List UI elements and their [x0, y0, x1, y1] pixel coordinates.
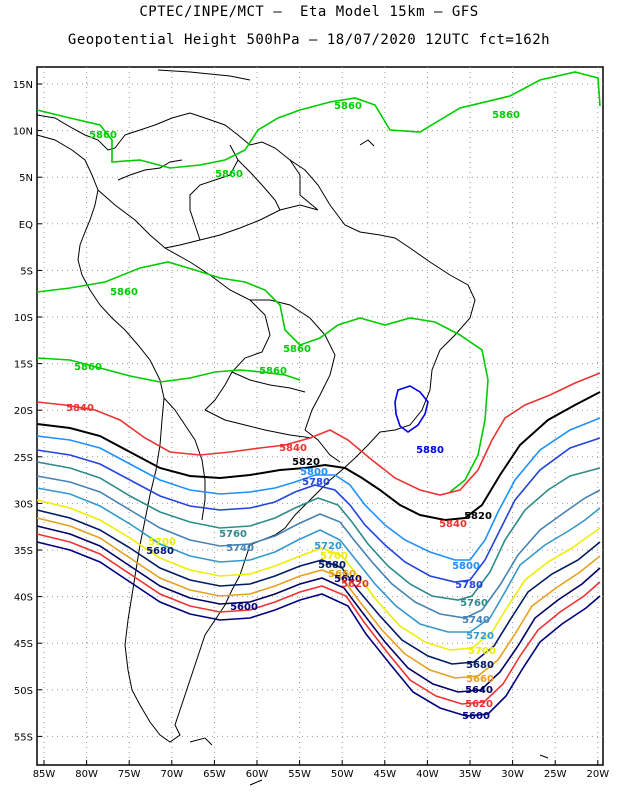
- lat-tick-label: 50S: [14, 686, 33, 697]
- islands: [157, 69, 549, 786]
- contour-label: 5780: [302, 477, 330, 488]
- contour-label: 5620: [341, 579, 369, 590]
- lon-tick-label: 50W: [331, 769, 354, 780]
- contour-label: 5640: [334, 574, 362, 585]
- lat-tick-label: 15N: [13, 80, 33, 91]
- contour-label: 5860: [215, 169, 243, 180]
- contour-line-5860: [36, 71, 601, 169]
- contour-label: 5860: [89, 130, 117, 141]
- contour-label: 5740: [462, 615, 490, 626]
- lat-tick-label: EQ: [19, 220, 33, 231]
- contour-label: 5620: [465, 699, 493, 710]
- contour-label: 5740: [226, 543, 254, 554]
- lon-tick-label: 45W: [373, 769, 396, 780]
- contour-line-5800: [36, 417, 601, 561]
- lat-tick-label: 15S: [14, 360, 33, 371]
- contour-label: 5720: [466, 631, 494, 642]
- contour-line-5640: [36, 525, 601, 693]
- lon-tick-label: 35W: [459, 769, 482, 780]
- contour-label: 5860: [334, 101, 362, 112]
- contour-label: 5800: [300, 467, 328, 478]
- contour-label: 5880: [416, 445, 444, 456]
- lat-tick-label: 55S: [14, 732, 33, 743]
- country-borders: [97, 144, 341, 521]
- contour-label: 5860: [283, 344, 311, 355]
- lat-tick-label: 10N: [13, 127, 33, 138]
- contour-label: 5820: [292, 457, 320, 468]
- contour-label: 5760: [219, 529, 247, 540]
- contour-label: 5840: [439, 519, 467, 530]
- lon-tick-label: 70W: [160, 769, 183, 780]
- contour-labels: 5860 5860 5860 5860 5860 5860 5860 5860 5880 5840…: [66, 101, 520, 722]
- contour-label: 5700: [468, 646, 496, 657]
- contour-label: 5860: [259, 366, 287, 377]
- contour-line-5860: [36, 261, 489, 493]
- contour-label: 5800: [452, 561, 480, 572]
- contour-label: 5600: [230, 602, 258, 613]
- lat-tick-label: 10S: [14, 313, 33, 324]
- contour-line-5780: [36, 437, 601, 583]
- lat-tick-label: 40S: [14, 593, 33, 604]
- contour-label: 5860: [110, 287, 138, 298]
- lon-tick-label: 30W: [501, 769, 524, 780]
- lon-tick-label: 25W: [544, 769, 567, 780]
- lat-tick-label: 45S: [14, 639, 33, 650]
- contour-line-5840: [36, 372, 601, 496]
- contour-line-5720: [36, 487, 601, 633]
- height-contours: [36, 71, 601, 717]
- contour-label: 5640: [465, 685, 493, 696]
- contour-line-5860: [36, 357, 301, 383]
- lon-tick-label: 40W: [416, 769, 439, 780]
- contour-label: 5760: [460, 598, 488, 609]
- contour-label: 5680: [466, 660, 494, 671]
- contour-label: 5720: [314, 541, 342, 552]
- contour-label: 5660: [466, 674, 494, 685]
- lon-tick-label: 20W: [586, 769, 609, 780]
- contour-label: 5660: [328, 569, 356, 580]
- lon-tick-label: 55W: [288, 769, 311, 780]
- contour-label: 5680: [318, 560, 346, 571]
- lat-tick-label: 5S: [20, 266, 33, 277]
- contour-line-5760: [36, 461, 601, 601]
- contour-line-5700: [36, 499, 601, 651]
- contour-label: 5700: [148, 537, 176, 548]
- axis-tick-labels: 85W 80W 75W 70W 65W 60W 55W 50W 45W 40W 35W 30W 25W 2…: [13, 80, 609, 780]
- contour-label: 5860: [74, 362, 102, 373]
- contour-label: 5860: [492, 110, 520, 121]
- contour-line-5880: [394, 385, 429, 433]
- contour-label: 5600: [462, 711, 490, 722]
- contour-label: 5820: [464, 511, 492, 522]
- contour-label: 5840: [66, 403, 94, 414]
- contour-line-5820: [36, 391, 601, 522]
- contour-line-5660: [36, 517, 601, 679]
- contour-label: 5700: [320, 551, 348, 562]
- contour-label: 5680: [146, 546, 174, 557]
- lon-tick-label: 85W: [33, 769, 56, 780]
- contour-label: 5780: [455, 580, 483, 591]
- contour-line-5680: [36, 509, 601, 665]
- lat-tick-label: 5N: [19, 173, 33, 184]
- lat-tick-label: 25S: [14, 453, 33, 464]
- contour-line-5620: [36, 533, 601, 705]
- title-line-2: Geopotential Height 500hPa – 18/07/2020 …: [67, 32, 551, 48]
- contour-line-5740: [36, 475, 601, 619]
- map-frame: [36, 66, 604, 766]
- contour-line-5600: [36, 541, 601, 717]
- lat-tick-label: 20S: [14, 406, 33, 417]
- lat-tick-label: 35S: [14, 546, 33, 557]
- title-line-1: CPTEC/INPE/MCT – Eta Model 15km – GFS: [139, 4, 479, 20]
- lon-tick-label: 80W: [75, 769, 98, 780]
- lon-tick-label: 65W: [203, 769, 226, 780]
- lon-tick-label: 75W: [118, 769, 141, 780]
- lat-tick-label: 30S: [14, 499, 33, 510]
- contour-label: 5840: [279, 443, 307, 454]
- lon-tick-label: 60W: [246, 769, 269, 780]
